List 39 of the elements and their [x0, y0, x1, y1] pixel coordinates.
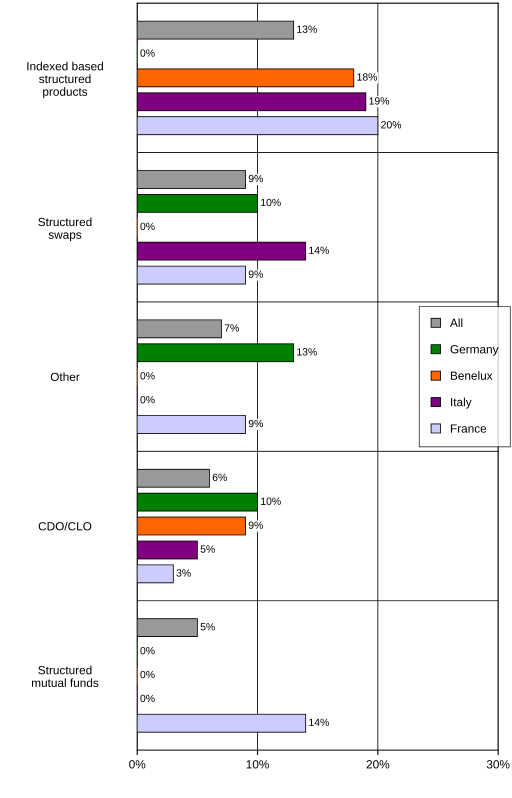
x-tick-label: 20%: [366, 760, 390, 769]
legend-label: Germany: [450, 345, 498, 356]
legend-label: All: [450, 318, 462, 327]
data-label: 6%: [212, 474, 227, 482]
data-label: 0%: [140, 694, 155, 702]
data-label: 0%: [140, 222, 155, 230]
data-label: 18%: [357, 73, 378, 81]
data-label: 19%: [369, 97, 390, 105]
data-label: 14%: [309, 246, 329, 254]
data-label: 0%: [140, 646, 155, 654]
data-label: 7%: [224, 324, 239, 332]
x-tick-label: 10%: [246, 760, 269, 769]
x-tick-label: 30%: [486, 760, 510, 769]
data-label: 9%: [248, 420, 263, 428]
data-label: 9%: [248, 521, 263, 529]
data-label: 0%: [140, 372, 155, 380]
data-label: 20%: [381, 121, 402, 128]
legend-label: Italy: [451, 398, 472, 409]
legend-label: France: [450, 424, 486, 433]
data-label: 3%: [176, 569, 191, 577]
data-label: 9%: [248, 174, 263, 182]
data-label: 5%: [200, 545, 215, 553]
legend-label: Benelux: [450, 371, 493, 380]
data-label: 5%: [200, 623, 215, 630]
x-tick-label: 0%: [129, 760, 146, 769]
data-label: 9%: [248, 270, 263, 278]
data-label: 0%: [140, 670, 155, 678]
y-tick-label: CDO/CLO: [38, 522, 92, 530]
data-label: 10%: [261, 198, 281, 206]
data-label: 0%: [140, 49, 155, 57]
data-label: 10%: [261, 498, 281, 505]
data-label: 13%: [297, 348, 317, 356]
y-tick-label: Other: [50, 372, 80, 382]
data-label: 13%: [297, 26, 317, 33]
data-label: 14%: [309, 718, 329, 726]
data-label: 0%: [140, 396, 155, 404]
y-tick-label: Structured mutual funds: [32, 666, 98, 688]
y-tick-label: Indexed based structured products: [27, 62, 103, 98]
y-tick-label: Structured swaps: [38, 217, 92, 242]
